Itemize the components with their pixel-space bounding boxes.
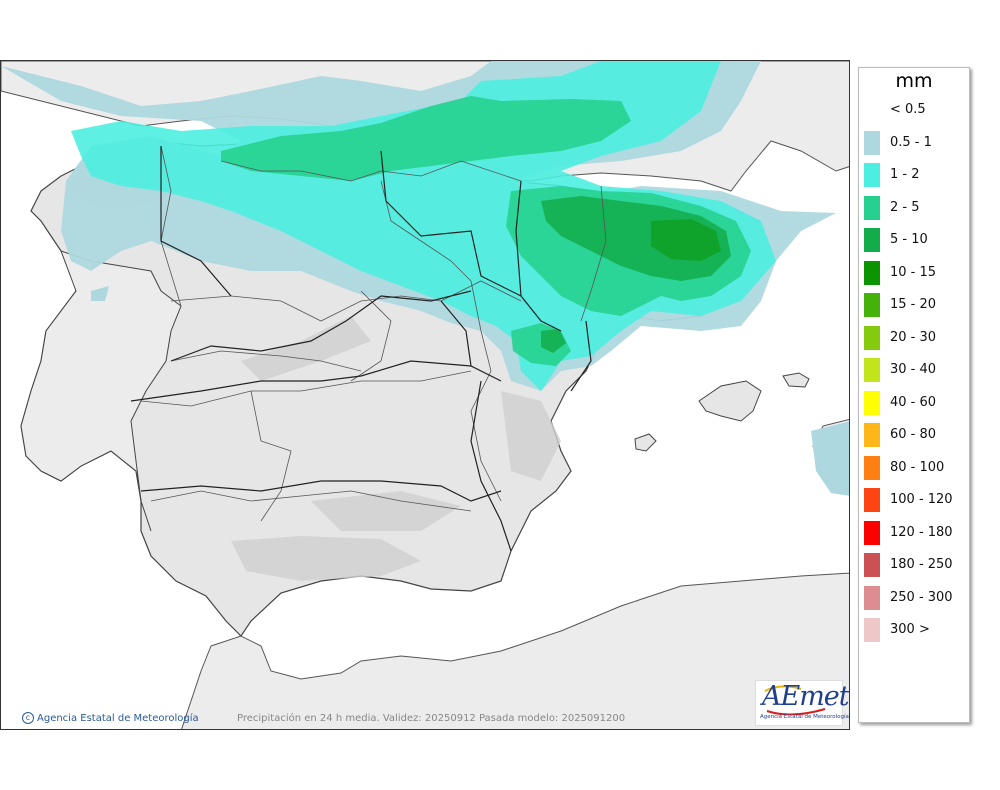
legend-label: 180 - 250 — [890, 557, 953, 572]
legend-swatch — [864, 618, 880, 642]
legend-label: 100 - 120 — [890, 492, 953, 507]
logo-swoosh-icon — [764, 685, 826, 715]
legend-swatch — [864, 520, 880, 545]
legend-row: 80 - 100 — [859, 455, 969, 480]
logo-subtitle: Agencia Estatal de Meteorología — [760, 714, 849, 720]
legend-row: < 0.5 — [859, 98, 969, 122]
map-caption: Precipitación en 24 h media. Validez: 20… — [237, 713, 626, 724]
legend-row: 100 - 120 — [859, 488, 969, 512]
copyright-icon: c — [22, 712, 34, 724]
legend-row: 1 - 2 — [859, 163, 969, 187]
legend-label: 5 - 10 — [890, 232, 928, 247]
legend-label: 10 - 15 — [890, 264, 937, 280]
legend-row: 0.5 - 1 — [859, 130, 969, 155]
legend-label: < 0.5 — [890, 102, 926, 117]
legend-label: 15 - 20 — [890, 297, 937, 312]
precip-2-5-north — [221, 96, 631, 181]
legend-row: 20 - 30 — [859, 325, 969, 350]
legend-row: 120 - 180 — [859, 520, 969, 545]
legend-panel: mm < 0.5 0.5 - 1 1 - 2 2 - 5 5 - 10 10 - 15 15… — [858, 67, 970, 723]
precip-0-5-1-portugal — [91, 286, 109, 301]
admin-borders — [140, 145, 607, 522]
agency-credit: c Agencia Estatal de Meteorología — [22, 712, 199, 724]
legend-row: 60 - 80 — [859, 423, 969, 447]
legend-label: 2 - 5 — [890, 199, 920, 215]
legend-label: 0.5 - 1 — [890, 134, 932, 150]
legend-row: 15 - 20 — [859, 293, 969, 317]
legend-label: 30 - 40 — [890, 362, 937, 377]
legend-swatch — [864, 585, 880, 610]
precipitation-map — [1, 61, 849, 729]
legend-label: 120 - 180 — [890, 524, 953, 540]
legend-label: 60 - 80 — [890, 427, 937, 442]
legend-label: 1 - 2 — [890, 167, 920, 182]
legend-swatch — [864, 163, 880, 187]
legend-unit: mm — [895, 70, 933, 92]
precipitation-areas — [1, 61, 849, 496]
aemet-logo: AEmet Agencia Estatal de Meteorología — [755, 680, 850, 726]
legend-row: 30 - 40 — [859, 358, 969, 382]
legend-swatch — [864, 553, 880, 577]
legend-swatch — [864, 390, 880, 415]
legend-swatch — [864, 488, 880, 512]
legend-label: 250 - 300 — [890, 589, 953, 605]
mallorca-land — [698, 380, 762, 422]
legend-label: 80 - 100 — [890, 459, 945, 475]
legend-row: 2 - 5 — [859, 195, 969, 220]
legend-swatch — [864, 130, 880, 155]
legend-row: 180 - 250 — [859, 553, 969, 577]
legend-label: 20 - 30 — [890, 329, 937, 345]
legend-row: 5 - 10 — [859, 228, 969, 252]
precip-5-10-small — [541, 329, 566, 353]
legend-label: 40 - 60 — [890, 394, 937, 410]
legend-swatch — [864, 325, 880, 350]
agency-credit-text: Agencia Estatal de Meteorología — [37, 713, 199, 724]
legend-swatch — [864, 423, 880, 447]
legend-swatch — [864, 260, 880, 285]
legend-row: 10 - 15 — [859, 260, 969, 285]
legend-swatch — [864, 358, 880, 382]
legend-label: 300 > — [890, 622, 930, 637]
map-area — [0, 60, 850, 730]
legend-row: 300 > — [859, 618, 969, 642]
precip-0-5-1-sardinia — [811, 421, 849, 496]
legend-swatch — [864, 455, 880, 480]
legend-swatch — [864, 228, 880, 252]
portugal-land — [20, 250, 182, 532]
legend-row: 40 - 60 — [859, 390, 969, 415]
logo-word: AEmet — [762, 681, 850, 712]
community-borders — [130, 146, 592, 552]
legend-swatch — [864, 293, 880, 317]
legend-swatch — [864, 98, 880, 122]
precip-10-15 — [651, 219, 721, 261]
ibiza-land — [634, 433, 657, 452]
legend-row: 250 - 300 — [859, 585, 969, 610]
menorca-land — [782, 372, 810, 388]
africa-land — [181, 572, 849, 729]
legend-swatch — [864, 195, 880, 220]
